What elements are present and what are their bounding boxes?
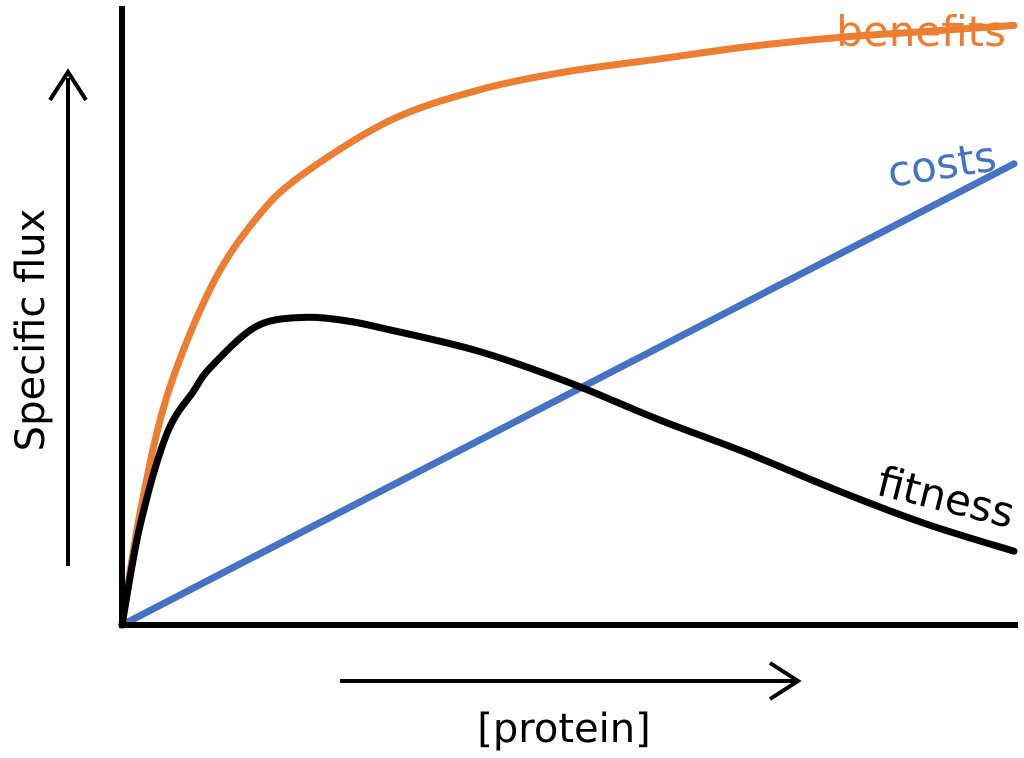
series-line-costs xyxy=(118,160,1018,629)
series-line-fitness xyxy=(118,313,1018,629)
series-label-costs: costs xyxy=(884,131,999,196)
x-direction-arrow xyxy=(340,661,802,701)
series-label-fitness: fitness xyxy=(873,456,1020,537)
y-axis-label: Specific flux xyxy=(8,209,54,452)
series-line-benefits xyxy=(118,21,1018,629)
y-direction-arrow xyxy=(48,68,88,566)
series-curves xyxy=(118,21,1018,629)
series-label-benefits: benefits xyxy=(836,7,1006,56)
x-axis-label: [protein] xyxy=(477,706,650,752)
